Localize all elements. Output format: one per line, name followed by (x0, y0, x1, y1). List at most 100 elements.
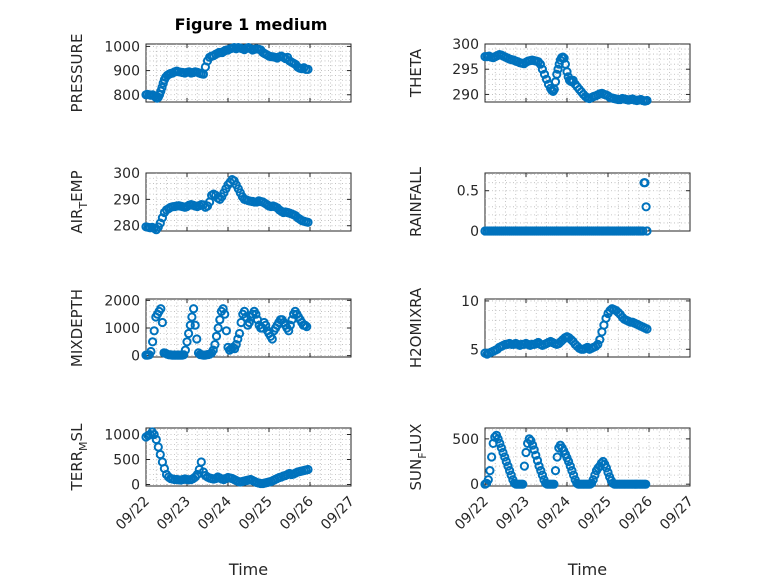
data-point (521, 447, 531, 458)
ylabel-6: H2OMIXRA (407, 287, 425, 368)
series-markers (141, 304, 312, 360)
data-point (251, 309, 261, 319)
data-point (537, 64, 548, 74)
subplot-1: 800 900 1000 PRESSURE (68, 34, 352, 113)
x-tick-label: 09/22 (452, 494, 492, 534)
data-point (233, 334, 243, 344)
data-point (234, 328, 245, 339)
data-point (215, 315, 225, 325)
data-point (179, 350, 189, 360)
data-point (267, 334, 277, 344)
data-point (638, 226, 648, 236)
x-tick-label: 09/24 (534, 493, 574, 533)
figure-title: Figure 1 medium (175, 15, 328, 34)
data-point (590, 470, 600, 480)
y-tick-label: 300 (113, 166, 140, 182)
data-point (567, 466, 577, 476)
xlabel: Time (228, 560, 268, 579)
data-point (303, 464, 313, 475)
data-point (534, 461, 544, 471)
y-tick-label: 0.5 (457, 184, 479, 200)
data-point (210, 340, 220, 350)
y-tick-label: 0 (131, 349, 140, 365)
data-point (531, 450, 541, 460)
data-point (641, 479, 651, 489)
subplot-7: 0 500 1000 09/22 09/23 09/24 09/25 09/26 09/27 TE… (68, 423, 358, 579)
data-point (553, 64, 563, 74)
data-point (539, 69, 550, 79)
data-point (640, 178, 650, 188)
data-point (300, 320, 310, 330)
subplot-3: 280 290 300 AIRTEMP (68, 166, 352, 235)
data-point (157, 213, 167, 223)
y-tick-label: 0 (131, 478, 140, 494)
y-tick-label: 900 (113, 64, 140, 80)
series-markers (480, 430, 651, 489)
data-point (549, 479, 559, 489)
data-point (642, 226, 652, 236)
ylabel-4: RAINFALL (407, 166, 425, 237)
data-point (485, 466, 495, 476)
data-point (496, 443, 506, 453)
data-point (552, 69, 562, 79)
data-point (149, 326, 159, 336)
subplot-8: 0 500 09/22 09/23 09/24 09/25 09/26 09/27 SUNFLU… (407, 424, 697, 579)
y-tick-label: 290 (452, 87, 479, 103)
data-point (519, 461, 530, 471)
data-point (526, 436, 536, 446)
series-markers (480, 178, 652, 236)
y-tick-label: 5 (470, 342, 479, 358)
subplot-6: 5 10 H2OMIXRA (407, 287, 691, 368)
data-point (284, 326, 294, 336)
data-point (498, 447, 508, 458)
y-tick-label: 10 (461, 294, 479, 310)
data-point (495, 438, 505, 448)
y-tick-label: 300 (452, 37, 479, 53)
y-tick-label: 1000 (104, 39, 140, 55)
x-tick-label: 09/24 (195, 493, 235, 533)
data-point (529, 445, 539, 455)
data-point (156, 304, 166, 314)
data-point (564, 456, 574, 467)
data-point (605, 306, 615, 316)
data-point (518, 479, 528, 489)
data-point (562, 67, 572, 77)
data-point (189, 304, 199, 314)
ylabel-8: SUNFLUX (407, 424, 429, 491)
data-point (190, 320, 200, 330)
x-tick-label: 09/25 (575, 494, 615, 534)
data-point (550, 466, 561, 476)
data-point (148, 337, 158, 347)
data-point (208, 345, 218, 355)
x-tick-label: 09/23 (493, 494, 533, 534)
data-point (493, 434, 503, 444)
ylabel-1: PRESSURE (68, 34, 86, 113)
subplot-5: 0 1000 2000 MIXDEPTH (68, 289, 352, 367)
data-point (595, 335, 605, 345)
data-point (182, 337, 192, 347)
data-point (185, 320, 195, 330)
y-tick-label: 500 (452, 432, 479, 448)
data-point (582, 342, 593, 352)
data-point (192, 334, 202, 344)
data-point (603, 467, 613, 477)
data-point (483, 475, 493, 485)
data-point (184, 328, 194, 339)
data-point (220, 309, 230, 319)
data-point (501, 456, 511, 467)
data-point (302, 322, 312, 332)
series-markers (480, 50, 652, 106)
subplot-2: 290 295 300 THETA (407, 37, 691, 106)
subplot-4: 0 0.5 RAINFALL (407, 166, 691, 240)
y-tick-label: 2000 (104, 293, 140, 309)
data-point (487, 452, 497, 462)
data-point (528, 440, 538, 450)
data-point (213, 323, 223, 333)
y-tick-label: 1000 (104, 321, 140, 337)
data-point (537, 470, 548, 480)
data-point (157, 317, 167, 328)
data-point (187, 312, 197, 322)
y-tick-label: 500 (113, 453, 140, 469)
data-point (157, 82, 167, 93)
